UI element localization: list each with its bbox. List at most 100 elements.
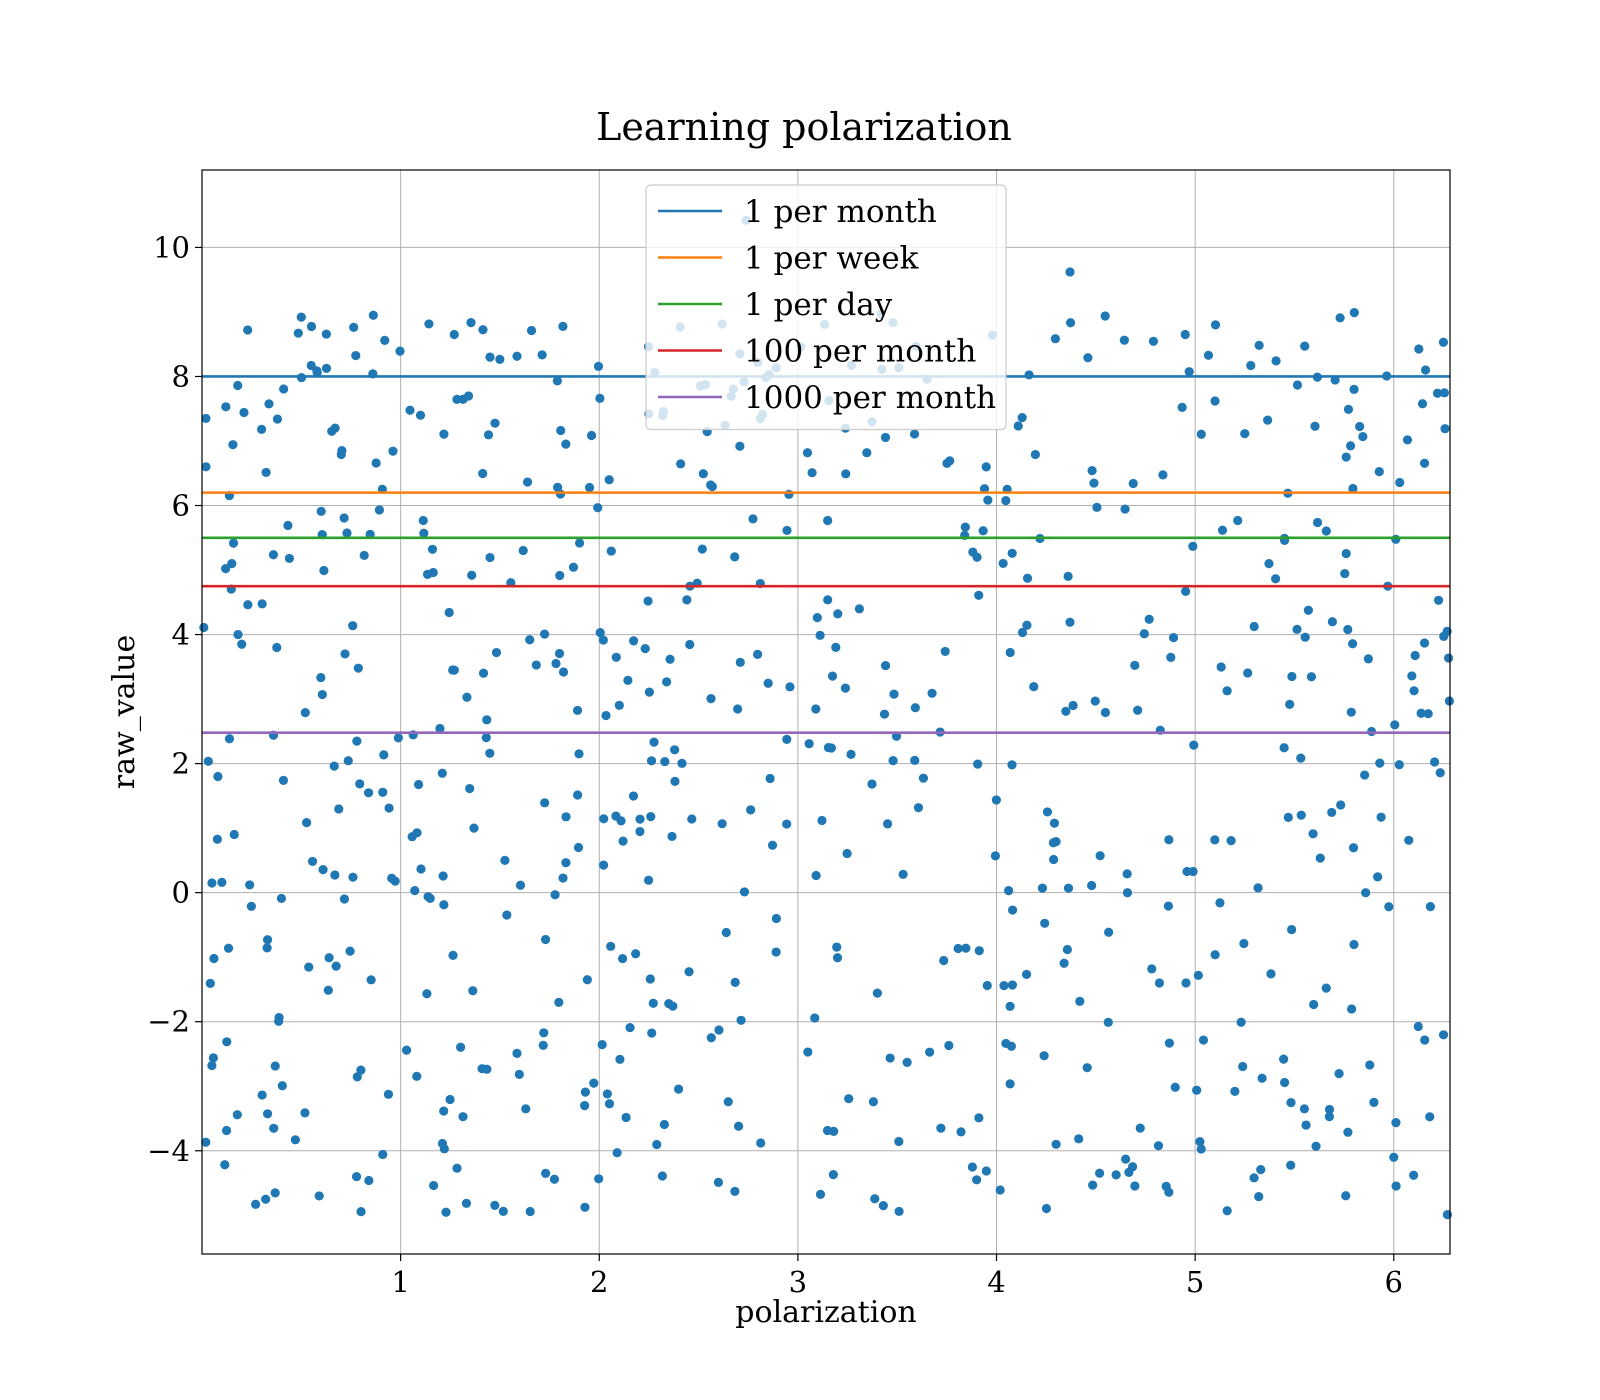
scatter-point bbox=[1188, 541, 1198, 551]
scatter-point bbox=[316, 672, 326, 683]
scatter-point bbox=[811, 870, 821, 881]
scatter-point bbox=[1249, 1173, 1259, 1183]
scatter-point bbox=[331, 961, 341, 971]
scatter-point bbox=[1335, 313, 1345, 323]
scatter-point bbox=[201, 1137, 211, 1147]
scatter-point bbox=[359, 550, 369, 561]
scatter-point bbox=[1287, 671, 1297, 682]
scatter-point bbox=[355, 779, 365, 789]
scatter-point bbox=[418, 515, 428, 526]
scatter-point bbox=[1095, 1168, 1105, 1178]
scatter-point bbox=[319, 565, 329, 576]
scatter-point bbox=[300, 1108, 310, 1118]
scatter-point bbox=[784, 489, 794, 499]
scatter-point bbox=[1074, 1134, 1084, 1144]
scatter-point bbox=[1263, 415, 1273, 425]
scatter-point bbox=[312, 367, 322, 378]
scatter-point bbox=[1348, 483, 1358, 494]
scatter-point bbox=[221, 1125, 232, 1136]
scatter-point bbox=[753, 649, 763, 659]
scatter-point bbox=[894, 1206, 904, 1217]
scatter-point bbox=[512, 351, 522, 361]
scatter-point bbox=[698, 469, 708, 479]
scatter-point bbox=[832, 942, 842, 952]
scatter-point bbox=[467, 570, 477, 580]
scatter-point bbox=[1065, 267, 1075, 277]
scatter-point bbox=[1292, 380, 1303, 390]
scatter-point bbox=[514, 1069, 524, 1079]
scatter-point bbox=[296, 312, 306, 322]
scatter-point bbox=[944, 1040, 954, 1051]
scatter-point bbox=[1017, 627, 1028, 638]
scatter-point bbox=[894, 1136, 904, 1147]
scatter-point bbox=[413, 779, 424, 790]
scatter-point bbox=[1090, 696, 1100, 706]
scatter-point bbox=[556, 425, 566, 436]
scatter-point bbox=[1327, 807, 1337, 818]
scatter-point bbox=[262, 1109, 273, 1119]
scatter-point bbox=[1306, 672, 1317, 682]
scatter-point bbox=[574, 538, 585, 548]
scatter-point bbox=[1122, 888, 1133, 898]
scatter-point bbox=[1170, 1082, 1180, 1092]
scatter-point bbox=[1065, 318, 1076, 328]
scatter-point bbox=[243, 600, 253, 610]
scatter-point bbox=[667, 831, 677, 842]
y-tick-label: 2 bbox=[172, 747, 190, 781]
scatter-point bbox=[395, 346, 405, 356]
scatter-point bbox=[614, 700, 624, 710]
scatter-point bbox=[379, 750, 389, 760]
scatter-point bbox=[1346, 1004, 1357, 1014]
scatter-point bbox=[612, 1148, 622, 1158]
scatter-point bbox=[1164, 1038, 1174, 1048]
scatter-point bbox=[974, 590, 984, 600]
scatter-point bbox=[723, 1097, 733, 1107]
scatter-point bbox=[1087, 880, 1097, 891]
scatter-point bbox=[1164, 835, 1174, 845]
scatter-point bbox=[261, 467, 271, 478]
scatter-point bbox=[1021, 969, 1032, 980]
scatter-point bbox=[844, 1094, 854, 1104]
scatter-point bbox=[662, 677, 672, 687]
scatter-point bbox=[1374, 467, 1384, 477]
scatter-point bbox=[1061, 706, 1071, 716]
scatter-point bbox=[1324, 1111, 1334, 1122]
scatter-point bbox=[1184, 367, 1194, 377]
scatter-point bbox=[481, 733, 491, 743]
scatter-point bbox=[960, 522, 970, 532]
scatter-point bbox=[1414, 344, 1424, 354]
scatter-point bbox=[317, 689, 327, 700]
scatter-point bbox=[245, 880, 255, 890]
scatter-point bbox=[209, 953, 219, 964]
scatter-point bbox=[353, 663, 363, 673]
scatter-point bbox=[277, 1081, 287, 1091]
scatter-point bbox=[477, 1064, 487, 1074]
scatter-point bbox=[539, 629, 550, 639]
scatter-point bbox=[452, 1163, 462, 1173]
scatter-point bbox=[1092, 502, 1102, 512]
scatter-point bbox=[763, 678, 773, 688]
scatter-point bbox=[665, 654, 675, 664]
scatter-point bbox=[730, 977, 740, 987]
scatter-point bbox=[270, 1061, 280, 1071]
scatter-point bbox=[1361, 888, 1371, 898]
scatter-point bbox=[1119, 335, 1129, 345]
scatter-point bbox=[631, 949, 641, 959]
scatter-point bbox=[500, 855, 510, 865]
scatter-point bbox=[485, 352, 495, 362]
scatter-point bbox=[228, 440, 238, 450]
scatter-point bbox=[449, 329, 459, 340]
scatter-point bbox=[393, 733, 403, 743]
scatter-point bbox=[580, 1202, 590, 1212]
scatter-point bbox=[995, 1185, 1005, 1195]
scatter-point bbox=[1423, 709, 1433, 719]
scatter-point bbox=[383, 1089, 394, 1099]
scatter-point bbox=[228, 538, 239, 548]
scatter-point bbox=[549, 1174, 560, 1184]
scatter-point bbox=[1308, 829, 1318, 839]
scatter-point bbox=[1404, 835, 1414, 845]
scatter-point bbox=[1409, 686, 1419, 696]
scatter-point bbox=[276, 893, 287, 904]
scatter-point bbox=[652, 1139, 662, 1150]
scatter-point bbox=[483, 430, 494, 440]
